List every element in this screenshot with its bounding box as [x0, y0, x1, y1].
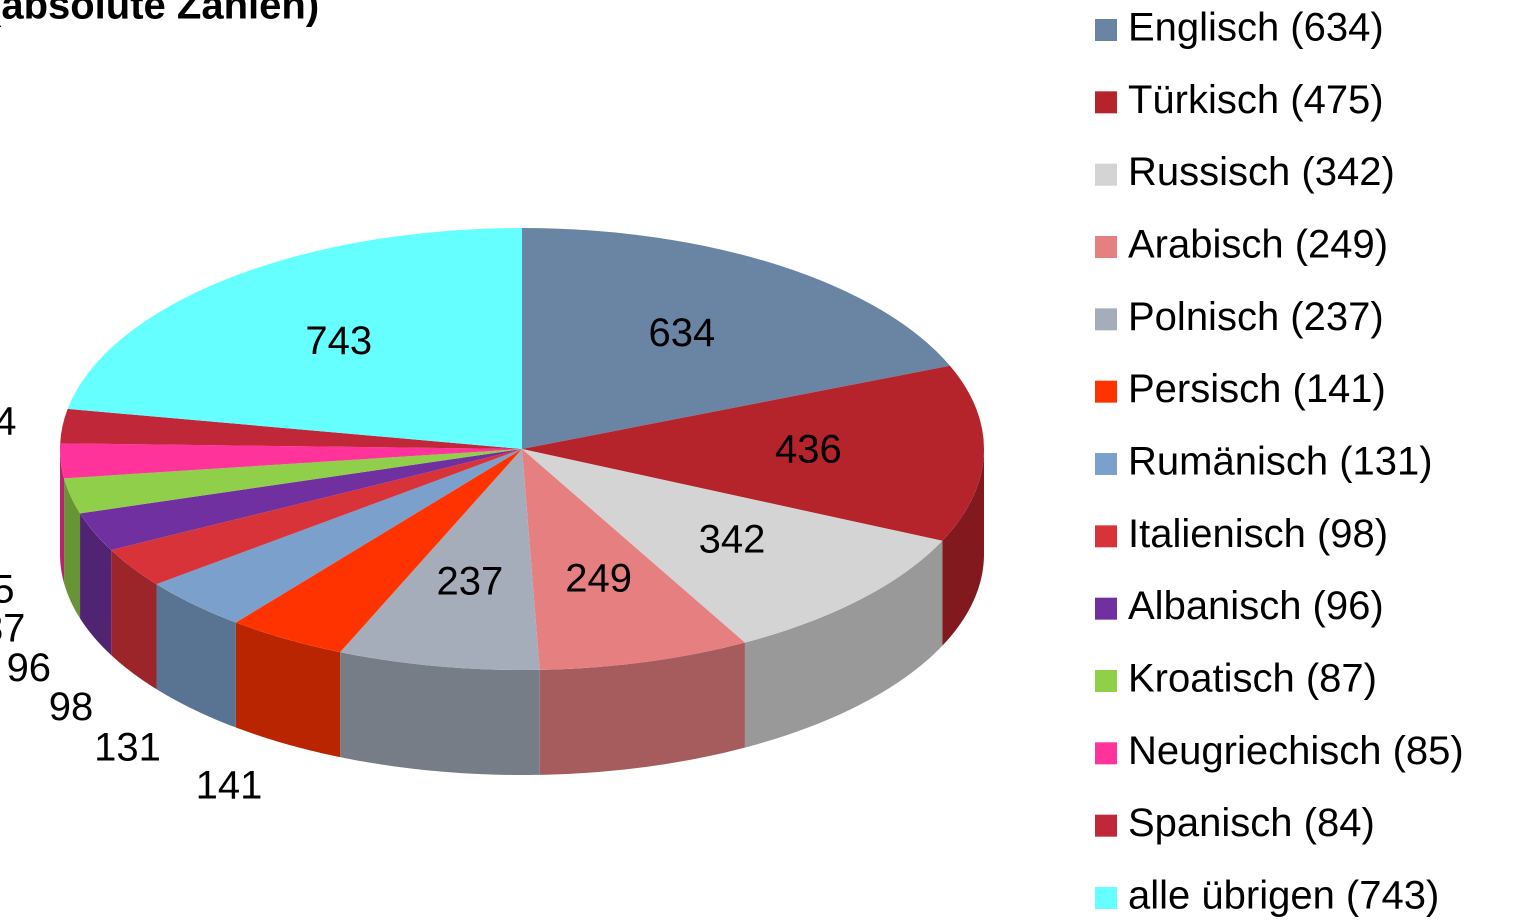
legend-label: Neugriechisch (85): [1128, 729, 1464, 773]
slice: [235, 449, 522, 653]
data-label: 249: [565, 557, 632, 601]
legend-swatch: [1095, 380, 1117, 403]
slice: [522, 228, 950, 449]
legend-swatch: [1095, 670, 1117, 692]
data-label: 84: [0, 399, 17, 443]
slice-side: [539, 642, 745, 775]
slice: [60, 443, 523, 479]
slice-side: [80, 513, 112, 656]
legend-label: Polnisch (237): [1128, 295, 1384, 339]
slice: [522, 449, 745, 670]
slice-side: [340, 652, 540, 775]
slice-side: [744, 540, 943, 748]
legend-label: Rumänisch (131): [1128, 440, 1433, 484]
legend-label: alle übrigen (743): [1128, 874, 1439, 918]
legend-label: Englisch (634): [1128, 6, 1384, 50]
legend-swatch: [1095, 308, 1117, 331]
data-label: 237: [436, 559, 503, 603]
data-label: 141: [196, 764, 263, 808]
data-label: 436: [775, 427, 842, 471]
data-label: 96: [7, 646, 52, 690]
slice: [64, 449, 522, 514]
slice: [522, 365, 985, 541]
slice: [522, 449, 943, 643]
legend-swatch: [1095, 742, 1117, 765]
legend-swatch: [1095, 453, 1117, 475]
legend-label: Spanisch (84): [1128, 801, 1375, 845]
legend-swatch: [1095, 163, 1117, 186]
data-label: 87: [0, 606, 25, 650]
data-label: 342: [699, 518, 766, 562]
legend-swatch: [1095, 814, 1117, 837]
slice-side: [111, 550, 157, 690]
legend-swatch: [1095, 887, 1117, 909]
slice: [60, 408, 523, 449]
slice: [340, 449, 540, 670]
slice-side: [235, 622, 341, 758]
slice: [156, 449, 522, 623]
slice-side: [156, 584, 236, 728]
legend-swatch: [1095, 19, 1117, 41]
slice: [111, 449, 523, 585]
slice-side: [942, 449, 984, 646]
legend-label: Italienisch (98): [1128, 512, 1388, 556]
legend-swatch: [1095, 525, 1117, 548]
data-label: 131: [94, 726, 161, 770]
slice: [67, 228, 523, 449]
data-label: 85: [0, 568, 15, 612]
slice-side: [64, 478, 81, 619]
legend-label: Albanisch (96): [1128, 584, 1384, 628]
legend-label: Russisch (342): [1128, 150, 1395, 194]
slice-side: [60, 449, 65, 584]
data-label: 98: [49, 685, 94, 729]
slice: [80, 449, 522, 551]
chart-title: (absolute Zahlen): [0, 0, 319, 28]
legend-label: Türkisch (475): [1128, 78, 1384, 122]
legend-swatch: [1095, 236, 1117, 258]
legend-label: Arabisch (249): [1128, 223, 1388, 267]
legend-swatch: [1095, 597, 1117, 620]
legend-swatch: [1095, 91, 1117, 114]
data-label: 743: [305, 319, 372, 363]
legend-label: Persisch (141): [1128, 367, 1386, 411]
data-label: 634: [649, 311, 716, 355]
legend-label: Kroatisch (87): [1128, 657, 1377, 701]
